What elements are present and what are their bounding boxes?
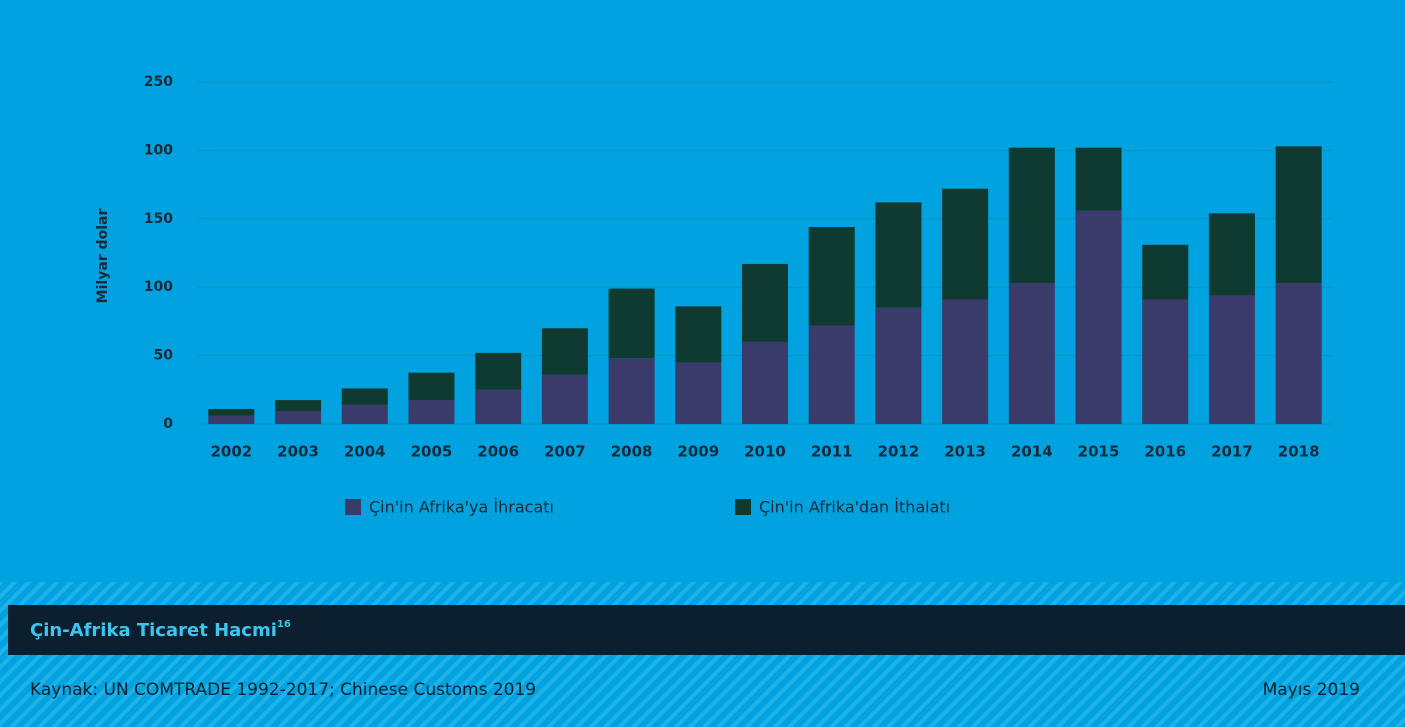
bar-segment [208,415,255,424]
bar-segment [341,404,388,424]
bar-segment [1075,210,1122,424]
x-tick-label: 2004 [344,443,386,461]
bar-segment [541,328,588,375]
title-footnote: 16 [277,619,291,630]
bar-segment [1008,283,1055,424]
bar-segment [1008,147,1055,284]
bar-segment [541,374,588,424]
legend-label: Çin'in Afrika'ya İhracatı [369,498,554,517]
x-tick-label: 2010 [744,443,786,461]
x-tick-label: 2009 [677,443,719,461]
y-tick-label: 250 [144,74,173,90]
bar-segment [608,288,655,359]
y-tick-label: 50 [154,348,174,364]
bar-segment [408,372,455,401]
bar-segment [1275,146,1322,284]
bar-segment [1142,299,1189,424]
bar-segment [942,299,989,424]
chart-title: Çin-Afrika Ticaret Hacmi16 [30,619,291,641]
legend-swatch [345,499,361,515]
x-tick-label: 2006 [477,443,519,461]
bar-segment [275,411,322,424]
bar-segment [675,306,722,363]
bar-segment [875,202,922,308]
bar-segment [808,227,855,326]
bar-segment [875,307,922,424]
bar-segment [1208,213,1255,296]
bar-segment [475,352,522,390]
legend-swatch [735,499,751,515]
bar-segment [275,400,322,412]
x-tick-label: 2008 [611,443,653,461]
date: Mayıs 2019 [1263,680,1360,700]
x-tick-label: 2003 [277,443,319,461]
x-tick-label: 2012 [878,443,920,461]
title-band [8,605,1405,655]
y-axis-label: Milyar dolar [95,209,111,304]
bar-segment [808,325,855,424]
bar-segment [675,362,722,424]
x-tick-label: 2013 [944,443,986,461]
title-text: Çin-Afrika Ticaret Hacmi [30,620,277,641]
bar-segment [1275,283,1322,424]
bar-segment [1142,244,1189,300]
bar-segment [942,188,989,300]
x-tick-label: 2017 [1211,443,1253,461]
source: Kaynak: UN COMTRADE 1992-2017; Chinese C… [30,680,536,700]
y-tick-label: 100 [144,279,173,295]
y-tick-label: 150 [144,211,173,227]
legend-label: Çin'in Afrika'dan İthalatı [759,498,950,517]
x-tick-label: 2011 [811,443,853,461]
x-tick-label: 2015 [1078,443,1120,461]
x-tick-label: 2014 [1011,443,1053,461]
y-tick-label: 100 [144,142,173,158]
bar-segment [1208,295,1255,424]
y-tick-label: 0 [163,416,173,432]
x-tick-label: 2005 [411,443,453,461]
bar-segment [475,389,522,424]
bar-segment [208,408,255,416]
x-tick-label: 2018 [1278,443,1320,461]
bar-segment [608,358,655,424]
bar-segment [741,341,789,424]
x-tick-label: 2002 [210,443,252,461]
x-tick-label: 2007 [544,443,586,461]
bar-segment [741,263,789,342]
bar-segment [1075,147,1122,211]
bar-segment [341,388,388,405]
bar-segment [408,400,455,424]
x-tick-label: 2016 [1144,443,1186,461]
